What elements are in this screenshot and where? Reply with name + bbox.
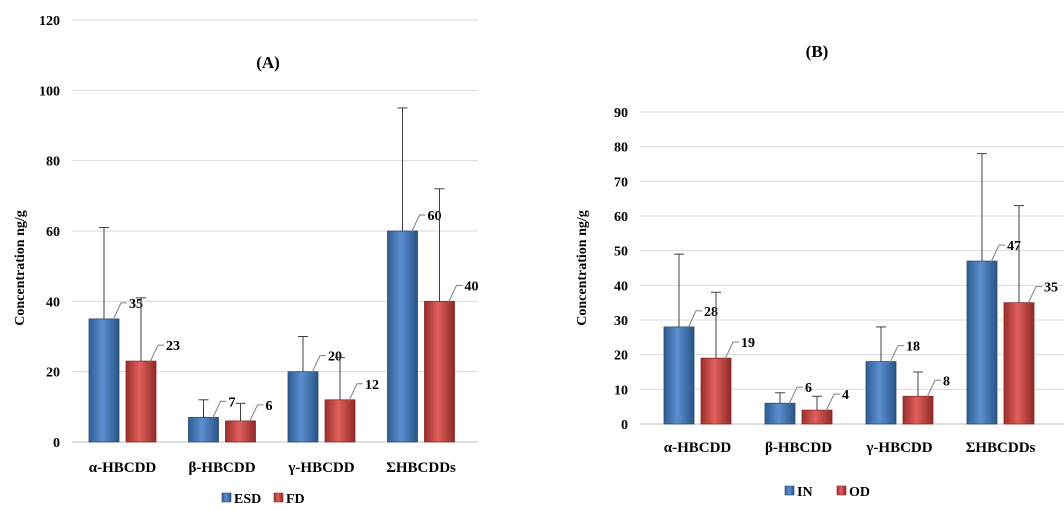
bar-esd <box>88 318 120 443</box>
legend-label-fd: FD <box>286 492 305 507</box>
legend-swatch-esd <box>221 492 232 503</box>
y-tick-label: 60 <box>614 210 628 225</box>
bar-esd <box>188 416 219 443</box>
legend: IN OD <box>784 485 870 500</box>
bar-fd <box>424 300 455 443</box>
data-label-leader <box>311 355 326 373</box>
bar-in <box>865 361 897 425</box>
data-label: 6 <box>805 381 812 396</box>
bar-od <box>700 357 732 425</box>
chart-a: 0 20 40 60 80 100 120 (A) Concentration ng/g 35 23… <box>13 14 479 507</box>
y-axis-label: Concentration ng/g <box>575 210 590 326</box>
y-tick-label: 20 <box>46 366 60 381</box>
y-tick-label: 0 <box>621 418 628 433</box>
data-label-leader <box>212 400 227 419</box>
bar-fd <box>225 420 256 443</box>
legend-label-in: IN <box>797 485 813 500</box>
legend: ESD FD <box>221 492 305 507</box>
y-tick-label: 40 <box>46 295 60 310</box>
data-label-leader <box>990 244 1005 263</box>
y-tick-label: 100 <box>39 84 60 99</box>
legend-swatch-in <box>784 485 795 496</box>
y-tick-label: 90 <box>614 106 628 121</box>
data-label-leader <box>149 344 164 363</box>
data-label: 40 <box>465 279 479 294</box>
x-tick-label: ΣHBCDDs <box>386 460 456 476</box>
x-tick-label: α-HBCDD <box>664 440 732 456</box>
bar-od <box>801 409 833 425</box>
data-label: 28 <box>704 305 718 320</box>
data-label-leader <box>348 383 363 402</box>
x-tick-label: γ-HBCDD <box>287 460 354 476</box>
legend-label-od: OD <box>849 485 870 500</box>
data-label: 12 <box>365 378 379 393</box>
data-label-leader <box>249 404 264 423</box>
data-label-leader <box>448 284 463 303</box>
bar-in <box>663 326 695 425</box>
data-label-leader <box>724 341 739 360</box>
y-tick-label: 10 <box>614 383 628 398</box>
data-label: 4 <box>842 388 849 403</box>
bar-in <box>764 402 796 425</box>
data-label-leader <box>411 214 426 233</box>
y-tick-label: 30 <box>614 314 628 329</box>
data-label-leader <box>889 345 904 363</box>
data-label: 35 <box>1044 281 1058 296</box>
bar-esd <box>287 371 319 443</box>
data-label-leader <box>788 386 803 405</box>
legend-label-esd: ESD <box>234 492 261 507</box>
x-tick-label: ΣHBCDDs <box>966 440 1036 456</box>
bar-esd <box>387 230 418 443</box>
x-tick-label: α-HBCDD <box>89 460 157 476</box>
x-tick-label: β-HBCDD <box>188 460 255 476</box>
x-tick-label: β-HBCDD <box>765 440 832 456</box>
bar-od <box>1003 302 1035 425</box>
data-label: 6 <box>266 399 273 414</box>
y-axis-label: Concentration ng/g <box>13 210 28 326</box>
data-label: 18 <box>906 340 920 355</box>
data-label: 7 <box>229 395 236 410</box>
data-label: 19 <box>741 336 755 351</box>
y-tick-label: 60 <box>46 225 60 240</box>
data-label: 60 <box>428 209 442 224</box>
data-label: 23 <box>166 339 180 354</box>
chart-b: 0 10 20 30 40 50 60 70 80 90 (B) Concentration ng/g… <box>575 42 1064 500</box>
bar-fd <box>125 360 157 443</box>
legend-swatch-fd <box>273 492 284 503</box>
bar-od <box>902 395 934 425</box>
y-tick-label: 0 <box>53 436 60 451</box>
y-tick-label: 50 <box>614 245 628 260</box>
y-tick-label: 70 <box>614 175 628 190</box>
y-tick-label: 80 <box>614 141 628 156</box>
y-tick-label: 40 <box>614 279 628 294</box>
x-tick-label: γ-HBCDD <box>865 440 932 456</box>
data-label: 47 <box>1007 239 1021 254</box>
chart-title: (B) <box>806 42 829 61</box>
data-label-leader <box>687 310 702 329</box>
chart-title: (A) <box>256 53 280 72</box>
y-tick-label: 120 <box>39 14 60 29</box>
data-label-leader <box>1027 286 1042 304</box>
data-label: 8 <box>943 374 950 389</box>
data-label-leader <box>926 379 941 398</box>
data-label: 35 <box>129 297 143 312</box>
y-tick-label: 20 <box>614 349 628 364</box>
legend-swatch-od <box>836 485 847 496</box>
bar-fd <box>324 399 356 443</box>
data-label-leader <box>825 393 840 412</box>
bar-in <box>966 260 998 425</box>
y-tick-label: 80 <box>46 155 60 170</box>
data-label-leader <box>112 302 127 321</box>
